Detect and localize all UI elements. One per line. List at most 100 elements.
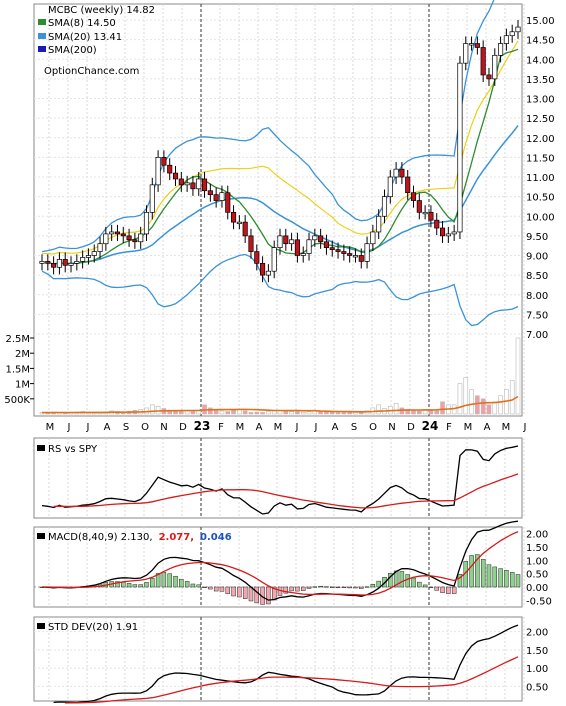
rs-panel-label: RS vs SPY (37, 444, 98, 455)
macd-histogram-bar (515, 574, 521, 588)
macd-tick-label: 2.00 (526, 530, 548, 541)
month-label: S (123, 422, 129, 433)
candle-body (126, 235, 132, 241)
std-tick-label: 0.50 (526, 682, 548, 693)
volume-bar (498, 395, 503, 415)
month-label: A (256, 422, 263, 433)
candle-body (451, 231, 457, 235)
candle-body (132, 239, 138, 243)
panel-frame (33, 437, 523, 519)
volume-bar (515, 337, 521, 415)
macd-histogram-bar (150, 578, 155, 588)
month-label: J (295, 422, 299, 433)
candle-body (498, 43, 504, 56)
macd-histogram-bar (196, 584, 201, 588)
volume-bar (469, 389, 474, 415)
macd-histogram-bar (446, 586, 451, 594)
volume-bar (509, 380, 515, 415)
macd-histogram-bar (440, 586, 445, 593)
candle-body (416, 200, 422, 213)
legend-swatch-sma20 (38, 33, 46, 39)
candle-body (410, 192, 417, 201)
legend-sma200: SMA(200) (48, 45, 97, 56)
volume-bar (225, 411, 231, 415)
month-label: J (314, 422, 318, 433)
candle-body (474, 43, 480, 48)
volume-bar (208, 407, 213, 415)
macd-tick-label: 1.00 (526, 556, 548, 567)
macd-histogram-bar (231, 586, 236, 597)
candle-body (68, 263, 74, 266)
candle-body (387, 176, 393, 197)
volume-tick-label: 2.5M (5, 334, 30, 345)
macd-histogram-bar (457, 573, 463, 588)
candle-body (85, 255, 91, 258)
candle-body (335, 249, 341, 252)
price-tick-label: 13.50 (526, 75, 555, 86)
candle-body (207, 190, 213, 196)
candle-body (405, 176, 411, 194)
macd-tick-label: -0.50 (526, 596, 552, 607)
macd-histogram-bar (208, 586, 213, 590)
price-tick-label: 8.00 (526, 291, 548, 302)
macd-histogram-bar (504, 570, 509, 588)
volume-bar (329, 411, 335, 415)
macd-histogram-bar (190, 583, 196, 588)
candle-body (97, 243, 103, 252)
month-label: M (236, 422, 245, 433)
chart-legend: MCBC (weekly) 14.82 SMA(8) 14.50 SMA(20)… (38, 5, 155, 77)
candle-body (306, 239, 312, 254)
price-tick-label: 15.00 (526, 16, 555, 27)
candle-body (236, 221, 242, 224)
candle-body (341, 251, 347, 254)
candle-body (428, 211, 434, 221)
macd-histogram-bar (318, 585, 323, 588)
month-label: D (179, 422, 187, 433)
candle-body (492, 54, 498, 80)
macd-histogram-bar (434, 586, 439, 591)
candle-body (352, 255, 359, 258)
candle-body (509, 31, 515, 37)
month-label: D (407, 422, 415, 433)
panel-frame (33, 616, 523, 702)
month-label: M (46, 422, 55, 433)
macd-histogram-bar (161, 572, 167, 588)
macd-value: 2.077, (159, 532, 194, 543)
macd-histogram-bar (167, 573, 172, 588)
volume-bar (190, 410, 196, 415)
volume-bar (376, 404, 381, 415)
macd-histogram-bar (237, 586, 242, 598)
month-label: O (141, 422, 149, 433)
candle-body (91, 251, 97, 256)
candle-body (283, 235, 289, 245)
month-label: M (464, 422, 473, 433)
month-label: 23 (194, 419, 211, 433)
candle-body (364, 243, 370, 262)
volume-tick-label: 1M (15, 380, 30, 391)
price-tick-label: 12.00 (526, 134, 555, 145)
volume-bar (231, 410, 236, 415)
month-label: N (160, 422, 167, 433)
macd-histogram-bar (353, 586, 358, 589)
volume-bar (411, 410, 416, 415)
macd-histogram-bar (411, 577, 416, 588)
price-tick-label: 13.00 (526, 95, 555, 106)
volume-bar (486, 404, 492, 415)
price-tick-label: 14.00 (526, 55, 555, 66)
rs-label-swatch (37, 445, 45, 451)
candle-body (225, 192, 231, 213)
candle-body (62, 259, 68, 266)
volume-axis-ticks: 2.5M 2M 1.5M 1M 500K (4, 334, 34, 406)
candle-body (271, 247, 277, 272)
candle-body (219, 192, 225, 201)
macd-line (41, 520, 519, 601)
macd-histogram-bar (480, 559, 486, 588)
price-tick-label: 11.00 (526, 173, 555, 184)
sma20-line (53, 125, 519, 265)
price-tick-label: 7.00 (526, 330, 548, 341)
candle-body (381, 196, 388, 217)
macd-label-swatch (37, 533, 45, 539)
rs-label: RS vs SPY (48, 444, 98, 455)
macd-histogram-bar (225, 586, 230, 594)
candle-body (138, 233, 144, 243)
